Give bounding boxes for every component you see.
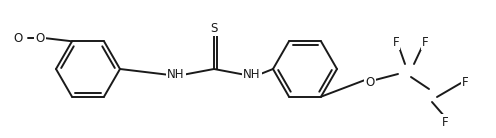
Text: O: O xyxy=(13,31,23,44)
Text: F: F xyxy=(393,35,399,48)
Text: NH: NH xyxy=(167,68,185,82)
Text: F: F xyxy=(462,76,468,90)
Text: O: O xyxy=(13,31,23,44)
Text: F: F xyxy=(422,35,429,48)
Text: S: S xyxy=(210,22,218,34)
Text: O: O xyxy=(35,31,45,44)
Text: F: F xyxy=(441,116,448,128)
Text: O: O xyxy=(366,76,374,90)
Text: NH: NH xyxy=(243,68,261,82)
